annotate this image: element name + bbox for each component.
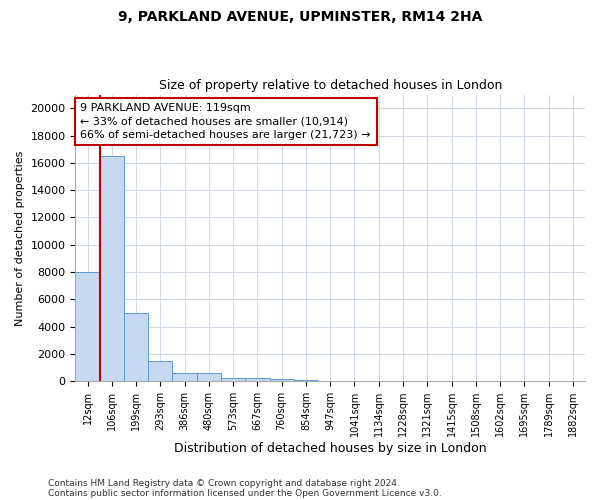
Bar bbox=[294, 380, 318, 381]
Title: Size of property relative to detached houses in London: Size of property relative to detached ho… bbox=[158, 79, 502, 92]
Text: 9 PARKLAND AVENUE: 119sqm
← 33% of detached houses are smaller (10,914)
66% of s: 9 PARKLAND AVENUE: 119sqm ← 33% of detac… bbox=[80, 103, 371, 140]
Text: Contains public sector information licensed under the Open Government Licence v3: Contains public sector information licen… bbox=[48, 488, 442, 498]
Bar bbox=[269, 379, 294, 381]
Bar bbox=[76, 272, 100, 381]
Text: Contains HM Land Registry data © Crown copyright and database right 2024.: Contains HM Land Registry data © Crown c… bbox=[48, 478, 400, 488]
Bar bbox=[100, 156, 124, 381]
Y-axis label: Number of detached properties: Number of detached properties bbox=[15, 150, 25, 326]
X-axis label: Distribution of detached houses by size in London: Distribution of detached houses by size … bbox=[174, 442, 487, 455]
Bar bbox=[197, 374, 221, 381]
Bar bbox=[221, 378, 245, 381]
Bar bbox=[124, 313, 148, 381]
Bar bbox=[148, 360, 172, 381]
Bar bbox=[245, 378, 269, 381]
Bar bbox=[172, 373, 197, 381]
Text: 9, PARKLAND AVENUE, UPMINSTER, RM14 2HA: 9, PARKLAND AVENUE, UPMINSTER, RM14 2HA bbox=[118, 10, 482, 24]
